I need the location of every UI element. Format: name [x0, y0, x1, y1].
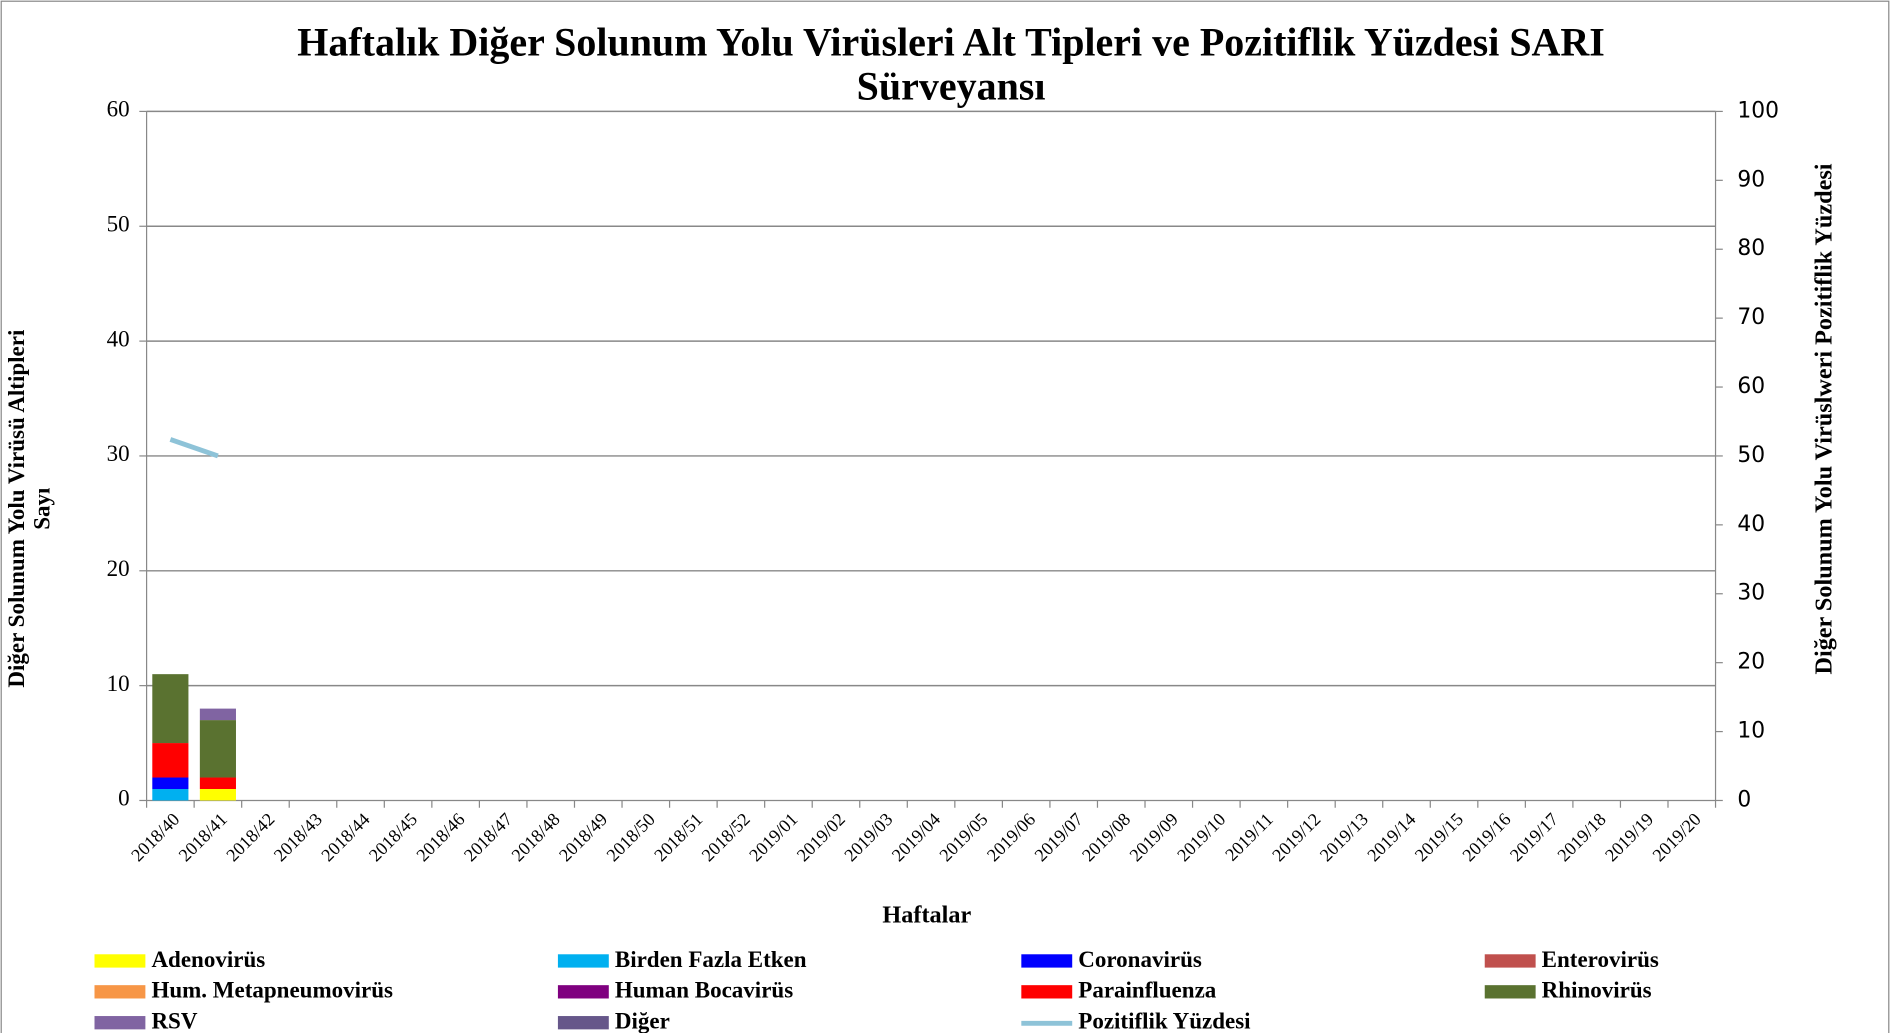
y2-tick-label: 50: [1737, 443, 1765, 468]
legend-swatch: [94, 954, 146, 968]
legend-swatch: [1484, 985, 1536, 999]
bar: [152, 777, 189, 789]
y2-tick-label: 80: [1737, 236, 1765, 261]
x-axis-label: Haftalar: [882, 901, 971, 928]
legend-label: Parainfluenza: [1078, 977, 1217, 1003]
legend-swatch: [1021, 985, 1073, 999]
legend-label: Rhinovirüs: [1542, 977, 1652, 1003]
legend-swatch: [94, 985, 146, 999]
legend-swatch: [557, 1016, 609, 1030]
legend-swatch: [1484, 954, 1536, 968]
legend-label: Birden Fazla Etken: [615, 946, 807, 972]
legend-swatch: [1021, 954, 1073, 968]
y2-tick-label: 70: [1737, 305, 1765, 330]
legend-label: Enterovirüs: [1542, 946, 1659, 972]
y2-tick-label: 90: [1737, 167, 1765, 192]
y2-tick-label: 30: [1737, 581, 1765, 606]
line: [169, 437, 219, 459]
y-tick-label: 50: [107, 211, 130, 237]
legend-swatch: [94, 1016, 146, 1030]
y2-tick-label: 60: [1737, 374, 1765, 399]
y-tick-label: 60: [107, 96, 130, 122]
y-tick-label: 30: [107, 440, 130, 466]
y-tick-label: 20: [107, 555, 130, 581]
bar: [199, 788, 236, 801]
y-tick-label: 40: [107, 325, 130, 351]
y2-tick-label: 10: [1737, 719, 1765, 744]
legend-label: Diğer: [615, 1008, 670, 1033]
y2-tick-label: 100: [1737, 98, 1779, 123]
bar: [199, 720, 236, 778]
legend-swatch: [557, 954, 609, 968]
y-axis-label: Diğer Solunum Yolu Virüsü Altipleri Sayı: [6, 329, 56, 688]
bar: [152, 788, 189, 801]
legend-label: Coronavirüs: [1078, 946, 1202, 972]
y2-tick-label: 0: [1737, 787, 1751, 812]
bar: [199, 777, 236, 789]
bar: [152, 743, 189, 778]
y2-axis-label: Diğer Solunum Yolu Virüslweri Pozitiflik…: [1810, 163, 1837, 674]
y-tick-label: 0: [118, 785, 130, 811]
legend-label: Pozitiflik Yüzdesi: [1078, 1008, 1251, 1033]
chart-title: Haftalık Diğer Solunum Yolu Virüsleri Al…: [297, 21, 1605, 110]
y-tick-label: 10: [107, 670, 130, 696]
y-label-box: Diğer Solunum Yolu Virüsü Altipleri Sayı: [6, 329, 56, 688]
legend-label: RSV: [151, 1008, 197, 1033]
legend-label: Human Bocavirüs: [615, 977, 793, 1003]
y2-tick-label: 20: [1737, 650, 1765, 675]
bar: [199, 708, 236, 721]
legend-label: Adenovirüs: [151, 946, 265, 972]
title-box: Haftalık Diğer Solunum Yolu Virüsleri Al…: [297, 21, 1605, 110]
bar: [152, 674, 189, 744]
legend-label: Hum. Metapneumovirüs: [151, 977, 393, 1003]
y2-tick-label: 40: [1737, 512, 1765, 537]
legend-swatch: [557, 985, 609, 999]
